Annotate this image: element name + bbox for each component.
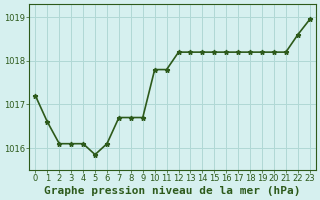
X-axis label: Graphe pression niveau de la mer (hPa): Graphe pression niveau de la mer (hPa) [44, 186, 301, 196]
